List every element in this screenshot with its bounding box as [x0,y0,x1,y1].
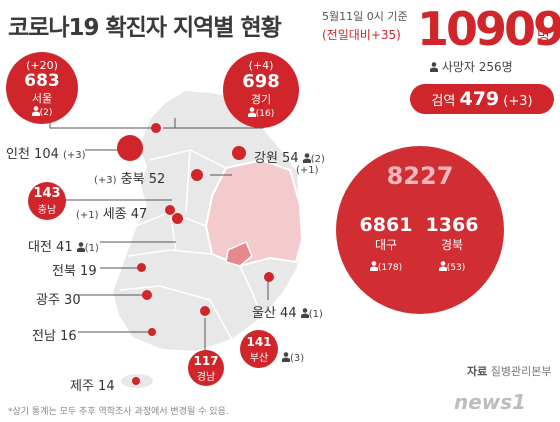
jeonnam-dot [148,328,156,336]
person-icon [369,261,378,271]
person-icon [302,153,311,163]
quarantine-badge: 검역 479 (+3) [410,84,554,114]
gyeongbuk-highlight [204,158,304,268]
seoul-change: (+20) [26,59,58,72]
quarantine-change: (+3) [503,94,533,109]
gyeongnam-dot [200,306,210,316]
jeju-label: 제주 14 [70,379,115,394]
busan-count: 141 [246,335,272,349]
deaths-text: 사망자 256명 [441,60,513,74]
gwangju-label: 광주 30 [36,293,81,308]
person-icon [300,308,309,318]
news1-logo: news1 [454,390,527,414]
jeonnam-label: 전남 16 [32,329,77,344]
gangwon-change: (+1) [296,165,319,176]
gyeonggi-name: 경기 [250,93,272,106]
gwangju-dot [142,290,152,300]
page-title: 코로나19 확진자 지역별 현황 [8,15,282,41]
person-icon [31,106,40,116]
source-credit: 자료 질병관리본부 [467,365,552,378]
daejeon-dot [172,213,183,224]
person-icon [247,107,256,117]
deaths-summary: 사망자 256명 [430,58,513,75]
total-cases: 10909 [417,2,560,56]
daegu-block: 6861 대구 (178) [356,214,416,273]
gyeongnam-circle: 117 경남 [188,350,224,386]
incheon-dot [117,135,143,161]
jeonbuk-label: 전북 19 [52,264,97,279]
gyeongbuk-count: 1366 [425,214,479,236]
seoul-count: 683 [24,71,60,91]
total-unit: 명 [537,29,550,45]
seoul-name: 서울 [31,92,53,105]
person-icon [282,352,290,362]
daegu-deaths: (178) [356,261,416,273]
busan-name: 부산 [249,353,269,364]
chungnam-name: 충남 [37,205,57,216]
gyeonggi-deaths: (16) [223,107,299,119]
gangwon-label: 강원 54 (2) [254,151,325,166]
quarantine-value: 479 [459,88,500,110]
incheon-label: 인천 104 (+3) [6,147,86,162]
gyeonggi-change: (+4) [248,59,274,72]
person-icon [76,242,85,252]
ulsan-label: 울산 44 (1) [252,306,323,321]
gyeonggi-circle: (+4) 698 경기 (16) [223,52,299,128]
daejeon-label: 대전 41 (1) [28,240,99,255]
as-of-date: 5월11일 0시 기준 [322,10,408,23]
sejong-label: (+1) 세종 47 [76,207,148,222]
gyeonggi-count: 698 [242,71,280,92]
daegu-count: 6861 [359,214,413,236]
chungbuk-label: (+3) 충북 52 [94,172,166,187]
busan-deaths: (3) [282,350,304,365]
busan-circle: 141 부산 [240,330,278,368]
gyeongnam-name: 경남 [196,372,216,383]
gyeongnam-count: 117 [193,354,219,368]
chungnam-circle: 143 충남 [28,182,66,220]
quarantine-label: 검역 [431,94,456,109]
gyeongbuk-block: 1366 경북 (53) [422,214,482,273]
person-icon [430,62,438,72]
combined-count: 8227 [386,162,454,190]
gyeongbuk-name: 경북 [440,238,464,252]
footnote: *상기 통계는 모두 추후 역학조사 과정에서 변경될 수 있음. [8,407,229,417]
seoul-dot [151,123,161,133]
region-borders [119,149,263,341]
person-icon [438,261,447,271]
jeju-dot [132,377,140,385]
ulsan-dot [264,272,274,282]
daegu-gyeongbuk-circle: 8227 6861 대구 (178) 1366 경북 (53) [336,146,504,314]
seoul-deaths: (2) [6,106,78,118]
daily-change: (전일대비+35) [322,28,401,42]
daegu-name: 대구 [374,238,398,252]
gyeongbuk-deaths: (53) [422,261,482,273]
sejong-dot [165,205,175,215]
daegu-highlight [225,241,253,267]
chungbuk-dot [191,169,203,181]
chungnam-count: 143 [33,186,61,201]
jeonbuk-dot [137,263,146,272]
gangwon-dot [232,146,246,160]
seoul-circle: (+20) 683 서울 (2) [6,52,78,124]
